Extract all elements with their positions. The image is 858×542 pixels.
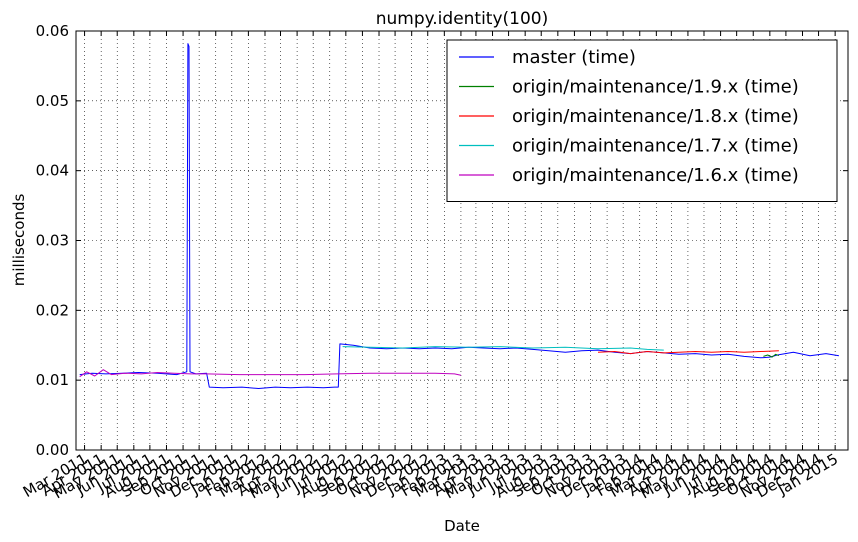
legend-label: origin/maintenance/1.7.x (time) bbox=[512, 136, 799, 157]
y-tick-label: 0.02 bbox=[36, 301, 69, 319]
plot-lines bbox=[79, 43, 839, 389]
y-tick-label: 0.01 bbox=[36, 371, 69, 389]
y-tick-label: 0.04 bbox=[36, 162, 69, 180]
legend-label: origin/maintenance/1.9.x (time) bbox=[512, 77, 799, 98]
x-axis-label: Date bbox=[444, 517, 480, 535]
legend-label: origin/maintenance/1.6.x (time) bbox=[512, 165, 799, 186]
chart-title: numpy.identity(100) bbox=[376, 9, 549, 29]
series-line-2 bbox=[597, 350, 779, 355]
y-tick-label: 0.00 bbox=[36, 441, 69, 459]
y-tick-label: 0.06 bbox=[36, 22, 69, 40]
series-line-0 bbox=[79, 43, 839, 389]
legend: master (time) origin/maintenance/1.9.x (t… bbox=[446, 39, 838, 202]
legend-label: origin/maintenance/1.8.x (time) bbox=[512, 106, 799, 127]
legend-label: master (time) bbox=[512, 47, 636, 68]
y-tick-label: 0.03 bbox=[36, 232, 69, 250]
series-line-4 bbox=[79, 369, 462, 378]
y-tick-label: 0.05 bbox=[36, 92, 69, 110]
y-axis-label: milliseconds bbox=[10, 194, 28, 287]
legend-box bbox=[446, 39, 838, 202]
series-line-3 bbox=[342, 346, 664, 351]
series-line-1 bbox=[763, 353, 780, 358]
y-axis: 0.00 0.01 0.02 0.03 0.04 0.05 0.06 bbox=[36, 22, 848, 459]
